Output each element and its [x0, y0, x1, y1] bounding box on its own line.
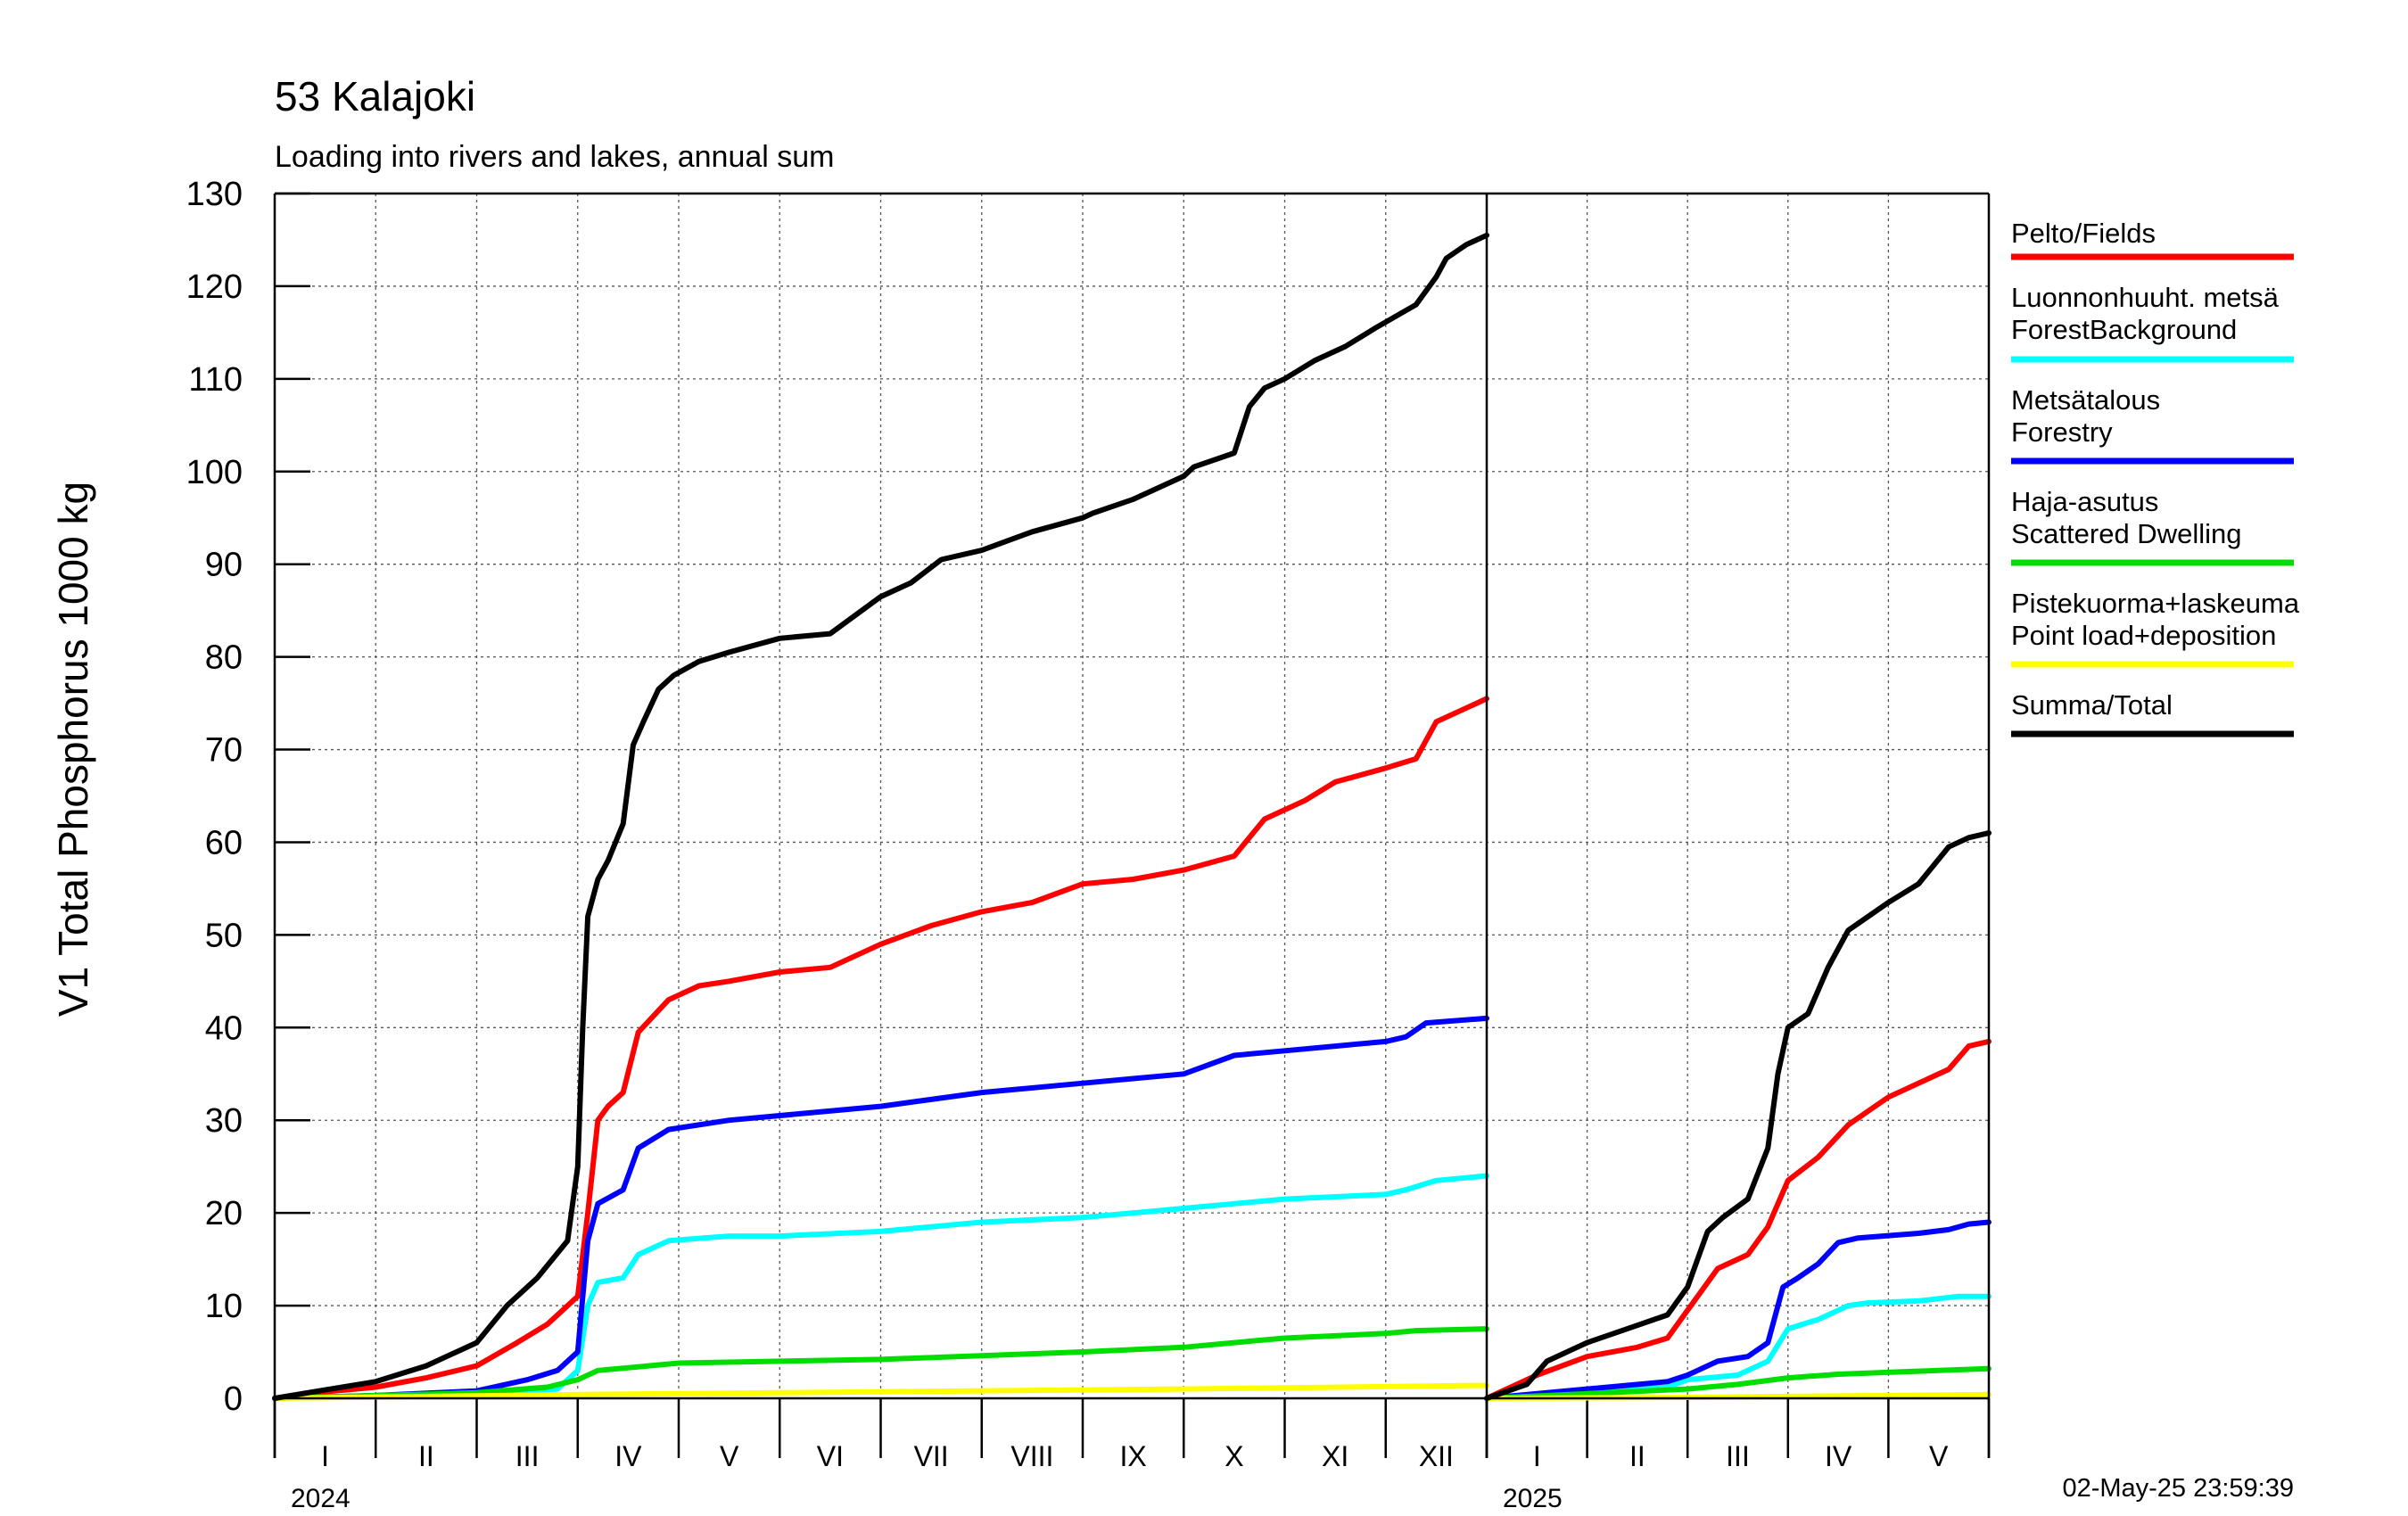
series-line — [272, 232, 1489, 1401]
y-tick-label: 40 — [205, 1009, 243, 1047]
legend-label: Haja-asutus — [2011, 486, 2158, 517]
y-tick-label: 30 — [205, 1102, 243, 1140]
y-tick-label: 80 — [205, 639, 243, 677]
y-tick-label: 130 — [186, 176, 243, 213]
chart-title: 53 Kalajoki — [275, 73, 475, 119]
series-line — [272, 1382, 1489, 1401]
y-tick-label: 110 — [188, 361, 243, 399]
legend: Pelto/Fields Luonnonhuuht. metsäForestBac… — [2011, 218, 2300, 737]
series-line — [272, 1326, 1489, 1401]
legend-label-secondary: Forestry — [2011, 416, 2113, 448]
y-tick-label: 120 — [186, 268, 243, 306]
month-label: III — [1726, 1440, 1750, 1472]
legend-label: Luonnonhuuht. metsä — [2011, 282, 2280, 313]
y-tick-label: 20 — [205, 1195, 243, 1232]
month-label: XI — [1322, 1440, 1348, 1472]
y-tick-label: 90 — [205, 547, 243, 584]
series-line — [272, 696, 1489, 1401]
month-label: IX — [1120, 1440, 1147, 1472]
year-label: 2025 — [1503, 1484, 1563, 1513]
month-label: V — [720, 1440, 739, 1472]
timestamp: 02-May-25 23:59:39 — [2062, 1474, 2294, 1503]
legend-label: Pelto/Fields — [2011, 218, 2156, 249]
month-label: II — [418, 1440, 434, 1472]
month-label: IV — [1825, 1440, 1852, 1472]
month-label: VI — [817, 1440, 844, 1472]
y-tick-label: 70 — [205, 732, 243, 770]
month-label: IV — [614, 1440, 642, 1472]
series-line — [1484, 1219, 1992, 1401]
month-label: VII — [914, 1440, 949, 1472]
series-line — [272, 1015, 1489, 1401]
y-tick-label: 10 — [205, 1288, 243, 1325]
y-tick-label: 100 — [186, 454, 243, 491]
series-line — [1484, 830, 1992, 1401]
month-label: VIII — [1010, 1440, 1053, 1472]
month-label: III — [515, 1440, 540, 1472]
month-label: V — [1929, 1440, 1949, 1472]
legend-label: Metsätalous — [2011, 384, 2160, 416]
y-tick-label: 0 — [224, 1380, 243, 1418]
legend-label: Pistekuorma+laskeuma — [2011, 588, 2300, 619]
legend-label-secondary: Point load+deposition — [2011, 620, 2276, 651]
legend-label: Summa/Total — [2011, 689, 2173, 721]
y-axis-label: V1 Total Phosphorus 1000 kg — [50, 482, 96, 1017]
month-label: II — [1629, 1440, 1645, 1472]
series-line — [1484, 1365, 1992, 1401]
y-tick-label: 60 — [205, 824, 243, 861]
month-label: X — [1225, 1440, 1243, 1472]
legend-label-secondary: ForestBackground — [2011, 314, 2237, 345]
series-line — [1484, 1038, 1992, 1401]
year-label: 2024 — [291, 1484, 350, 1513]
chart-subtitle: Loading into rivers and lakes, annual su… — [275, 140, 835, 174]
month-label: I — [321, 1440, 329, 1472]
y-tick-label: 50 — [205, 917, 243, 954]
legend-label-secondary: Scattered Dwelling — [2011, 518, 2241, 549]
month-label: I — [1533, 1440, 1541, 1472]
series-line — [1484, 1293, 1992, 1401]
month-label: XII — [1419, 1440, 1454, 1472]
